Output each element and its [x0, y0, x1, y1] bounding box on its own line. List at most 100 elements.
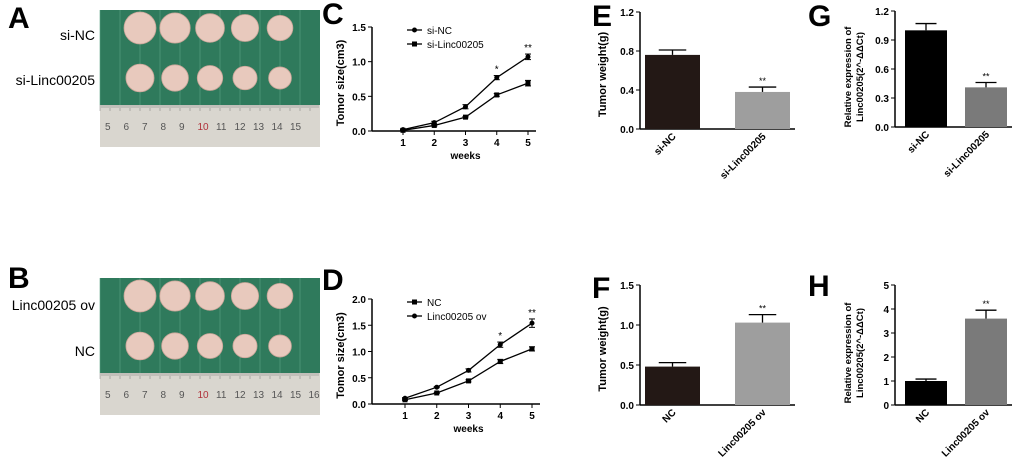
- x-tick-label: si-NC: [906, 129, 932, 155]
- data-point: [494, 75, 500, 81]
- bar: [905, 30, 947, 127]
- y-tick-label: 1.2: [875, 7, 889, 18]
- tumor: [123, 279, 157, 313]
- tumor: [266, 282, 294, 310]
- x-tick-label: si-NC: [652, 131, 678, 157]
- panel-letter: H: [808, 270, 830, 303]
- significance-mark: **: [759, 304, 767, 314]
- x-tick-label: 5: [525, 138, 531, 149]
- ruler-label: 9: [179, 122, 185, 133]
- y-tick-label: 0: [883, 401, 889, 412]
- y-tick-label: 0.5: [352, 374, 366, 385]
- ruler-label: 7: [142, 390, 148, 401]
- y-tick-label: 1: [883, 377, 889, 388]
- tumor: [195, 13, 225, 43]
- tumor: [266, 14, 294, 42]
- data-point: [431, 122, 437, 128]
- y-tick-label: 5: [883, 281, 889, 292]
- x-tick-label: 3: [466, 411, 472, 422]
- y-axis-label: Tumor weight(g): [597, 306, 609, 392]
- data-point: [525, 54, 531, 60]
- data-point: [463, 104, 468, 110]
- x-tick-label: si-Linc00205: [718, 131, 769, 182]
- y-tick-label: 1.0: [620, 321, 634, 332]
- bar: [645, 54, 700, 129]
- tumor: [230, 14, 260, 42]
- ruler-label: 5: [105, 122, 111, 133]
- x-tick-label: 2: [431, 138, 437, 149]
- ruler-label: 14: [272, 122, 284, 133]
- ruler-label: 12: [235, 122, 247, 133]
- bar: [735, 322, 790, 405]
- bar: [645, 366, 700, 405]
- x-tick-label: si-Linc00205: [942, 129, 993, 180]
- tumor: [161, 332, 189, 360]
- row-label: si-NC: [60, 27, 95, 43]
- ruler-label: 14: [272, 390, 284, 401]
- tumor: [159, 280, 191, 312]
- tumor: [268, 66, 292, 90]
- chart-H: H 0 1 2 3 4 5 Relative expression of Linc00205(2…: [808, 270, 1012, 460]
- y-tick-label: 1.5: [352, 321, 366, 332]
- legend-marker: [412, 27, 417, 33]
- ruler: [100, 105, 320, 147]
- y-tick-label: 0.6: [875, 65, 889, 76]
- data-point: [497, 358, 503, 364]
- y-tick-label: 0.0: [352, 400, 366, 411]
- tumor: [125, 331, 155, 361]
- chart-D: D 0.0 0.5 1.0 1.5 2.0 Tomor size(cm3) 1 2 3 4 5 week…: [322, 264, 540, 435]
- y-tick-label: 0.3: [875, 94, 889, 105]
- x-tick-label: 2: [434, 411, 440, 422]
- ruler-label: 5: [105, 390, 111, 401]
- tumor: [196, 65, 224, 91]
- x-tick-label: 4: [494, 138, 500, 149]
- ruler-label: 16: [309, 390, 321, 401]
- y-axis-label: Tomor size(cm3): [335, 312, 347, 399]
- y-axis-label: Relative expression of: [843, 26, 854, 128]
- panel-letter: E: [592, 0, 612, 33]
- legend-marker: [412, 41, 417, 47]
- panel-letter: A: [8, 2, 30, 35]
- panel-letter: B: [8, 262, 30, 295]
- ruler-label: 6: [124, 122, 130, 133]
- y-tick-label: 1.2: [620, 8, 634, 19]
- data-point: [434, 384, 440, 390]
- x-tick-label: NC: [914, 407, 932, 425]
- y-tick-label: 1.0: [352, 58, 366, 69]
- y-tick-label: 0.8: [620, 47, 634, 58]
- significance-mark: **: [528, 308, 536, 319]
- y-tick-label: 2: [883, 353, 889, 364]
- ruler: [100, 373, 320, 415]
- x-tick-label: 5: [529, 411, 535, 422]
- ruler-label: 9: [179, 390, 185, 401]
- bar: [905, 381, 947, 405]
- panel-letter: C: [322, 0, 344, 31]
- legend-marker: [412, 299, 417, 305]
- tumor: [159, 12, 191, 44]
- y-tick-label: 0.9: [875, 36, 889, 47]
- y-axis-label: Tomor size(cm3): [335, 39, 347, 126]
- tumor: [232, 65, 258, 91]
- ruler-label: 8: [161, 390, 167, 401]
- data-point: [466, 367, 471, 373]
- y-tick-label: 4: [883, 305, 889, 316]
- x-tick-label: Linc00205 ov: [940, 407, 993, 460]
- data-point: [466, 378, 471, 384]
- ruler-label: 11: [216, 390, 227, 401]
- tumor: [268, 334, 292, 358]
- tumor: [125, 63, 155, 93]
- tumor-photo: 5 6 7 8 9 10 11 12 13 14 15 16: [99, 278, 321, 415]
- chart-E: E 0.0 0.4 0.8 1.2 Tumor weight(g) si-NC ** si-Li…: [592, 0, 795, 182]
- ruler-label: 11: [216, 122, 227, 133]
- x-axis-label: weeks: [449, 151, 480, 162]
- tumor: [232, 333, 258, 359]
- ruler-label: 6: [124, 390, 130, 401]
- panel-letter: G: [808, 0, 831, 33]
- series-line: [404, 322, 533, 399]
- data-point: [494, 92, 500, 98]
- chart-C: C 0.0 0.5 1.0 1.5 Tomor size(cm3) 1 2 3 4 5 weeks si…: [322, 0, 536, 162]
- x-tick-label: 4: [497, 411, 503, 422]
- ruler-label: 13: [253, 122, 265, 133]
- y-axis-label: Tumor weight(g): [597, 31, 609, 117]
